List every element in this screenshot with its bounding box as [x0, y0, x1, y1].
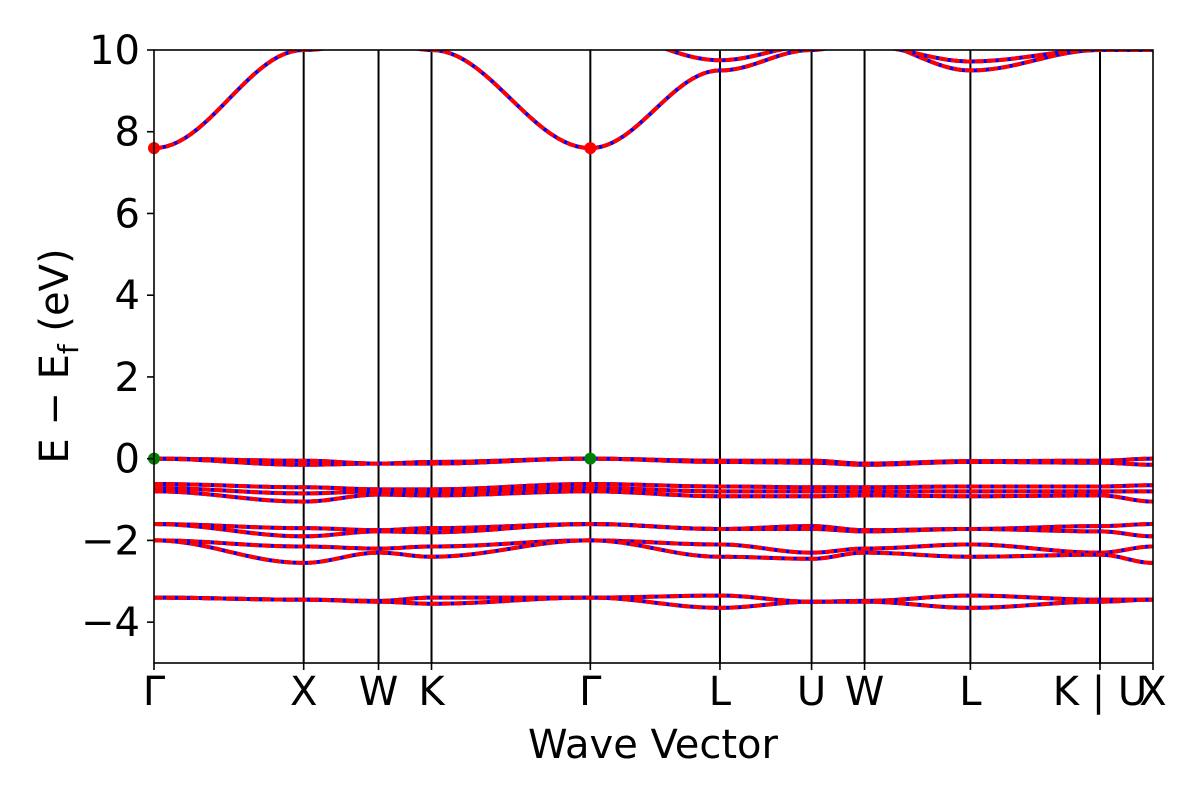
y-tick-label: −2: [81, 518, 140, 564]
cbm-marker: [584, 142, 597, 155]
y-tick-label: 6: [115, 191, 140, 237]
band-line-dashed-8: [154, 522, 1153, 539]
band-line-dashed-12: [154, 595, 1153, 610]
vbm-marker: [584, 452, 597, 465]
x-tick-label: W: [359, 669, 399, 715]
y-axis-label-unit: (eV): [32, 248, 78, 344]
y-axis-label-main: E − E: [32, 354, 78, 464]
y-tick-label: −4: [81, 600, 140, 646]
band-line-dashed-5: [154, 486, 1153, 496]
y-tick-label: 10: [89, 28, 140, 74]
y-axis-label-subscript: f: [52, 343, 85, 354]
x-tick-label: W: [845, 669, 885, 715]
band-line-dashed-3: [154, 456, 1153, 467]
y-tick-label: 8: [115, 110, 140, 156]
band-line-dashed-6: [154, 489, 1153, 504]
x-tick-label: K: [418, 669, 446, 715]
band-line-dashed-10: [154, 538, 1153, 565]
plot-frame: [153, 49, 1154, 664]
x-tick-label: X: [290, 669, 317, 715]
band-line-dashed-9: [154, 538, 1153, 555]
x-tick-label: L: [709, 669, 732, 715]
x-tick-label: K | U: [1053, 669, 1147, 715]
y-axis-label: E − Ef (eV): [32, 248, 85, 463]
x-tick-label: Γ: [143, 669, 166, 715]
band-line-dashed-1: [663, 50, 1153, 64]
band-line-dashed-0: [154, 50, 1153, 151]
x-tick-label: X: [1139, 669, 1166, 715]
x-axis-label: Wave Vector: [528, 722, 779, 768]
y-tick-label: 0: [115, 437, 140, 483]
x-tick-label: Γ: [579, 669, 602, 715]
y-axis: −4 −2 0 2 4 6 8 10: [81, 28, 154, 646]
bands: [154, 50, 1153, 610]
band-line-dashed-4: [154, 481, 1153, 492]
x-tick-label: U: [797, 669, 826, 715]
y-tick-label: 2: [115, 355, 140, 401]
x-tick-label: L: [959, 669, 982, 715]
y-tick-label: 4: [115, 273, 140, 319]
